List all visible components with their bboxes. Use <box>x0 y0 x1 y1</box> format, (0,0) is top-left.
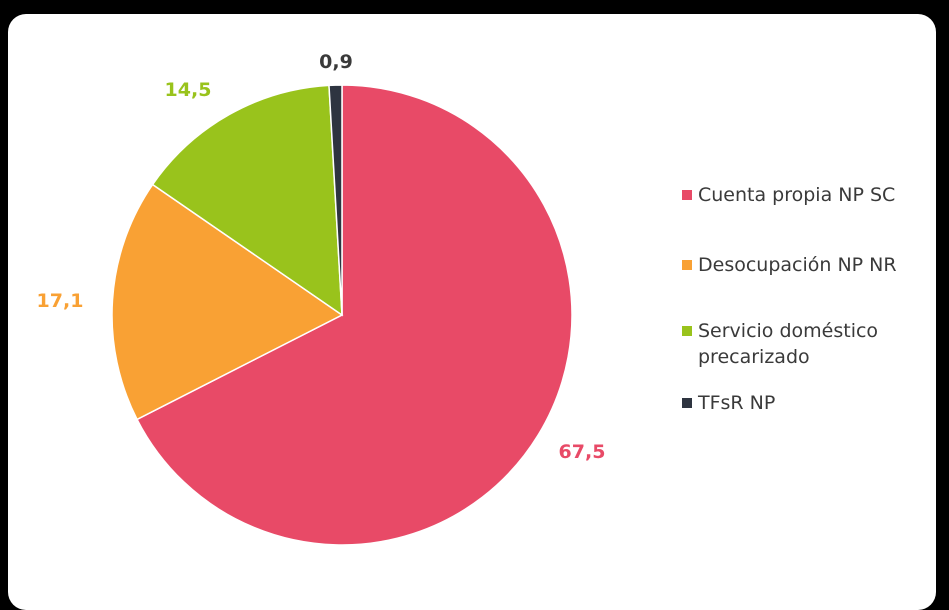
pie-chart: 67,5 17,1 14,5 0,9 <box>37 51 606 546</box>
legend-item-cuenta-propia: Cuenta propia NP SC <box>682 182 932 208</box>
legend-swatch-desocupacion <box>682 260 692 270</box>
legend: Cuenta propia NP SC Desocupación NP NR S… <box>682 182 932 416</box>
data-label-3: 0,9 <box>319 51 353 73</box>
legend-label-servicio-domestico-line1: Servicio doméstico <box>698 320 879 342</box>
legend-swatch-tfsr <box>682 398 692 408</box>
legend-label-desocupacion: Desocupación NP NR <box>698 254 897 276</box>
legend-label-servicio-domestico-line2: precarizado <box>698 346 810 368</box>
pie-slice-3 <box>328 84 343 316</box>
pie-slice-2 <box>151 84 343 317</box>
data-label-2: 14,5 <box>165 79 212 101</box>
legend-label-tfsr: TFsR NP <box>698 392 776 414</box>
legend-item-servicio-domestico: Servicio doméstico precarizado <box>682 318 932 370</box>
data-label-1: 17,1 <box>37 290 84 312</box>
chart-frame: 67,5 17,1 14,5 0,9 Cuenta propia NP SC Deso… <box>8 14 936 610</box>
data-label-0: 67,5 <box>559 441 606 463</box>
legend-label-cuenta-propia: Cuenta propia NP SC <box>698 184 896 206</box>
pie-slice-0 <box>136 84 573 546</box>
legend-swatch-cuenta-propia <box>682 190 692 200</box>
legend-item-tfsr: TFsR NP <box>682 390 932 416</box>
pie-slice-1 <box>111 183 344 421</box>
legend-swatch-servicio-domestico <box>682 326 692 336</box>
legend-item-desocupacion: Desocupación NP NR <box>682 252 932 278</box>
